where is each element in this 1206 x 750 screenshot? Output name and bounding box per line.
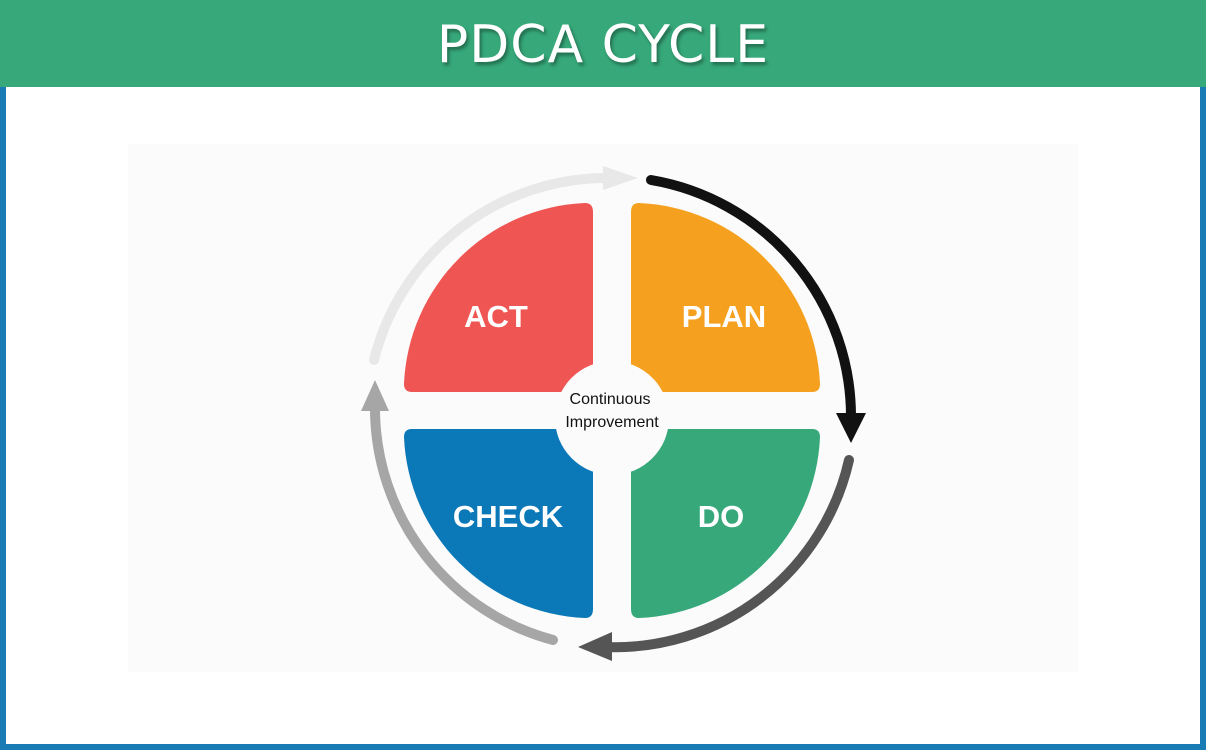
quadrant-plan (631, 203, 820, 392)
quadrant-label-act: ACT (464, 299, 528, 334)
arrow-act-to-plan-head (603, 166, 638, 190)
page-title: PDCA CYCLE (436, 14, 770, 75)
arrow-plan-to-do (646, 175, 857, 423)
arrow-check-to-act (370, 405, 558, 645)
arrow-plan-to-do-head (836, 413, 866, 443)
arrow-do-to-check (600, 455, 854, 653)
arrow-check-to-act-head (361, 380, 389, 411)
title-banner: PDCA CYCLE (0, 0, 1206, 87)
quadrant-label-plan: PLAN (682, 299, 766, 334)
quadrant-label-check: CHECK (453, 499, 564, 534)
center-label-line1: Continuous (570, 391, 651, 408)
quadrants (404, 203, 820, 618)
arrow-do-to-check-head (578, 632, 612, 661)
quadrant-act (404, 203, 593, 392)
quadrant-do (631, 429, 820, 618)
arrow-act-to-plan (369, 172, 617, 365)
quadrant-check (404, 429, 593, 618)
quadrant-label-do: DO (698, 499, 745, 534)
cycle-arrows (361, 166, 866, 661)
diagram-panel (128, 144, 1078, 672)
center-label-line2: Improvement (565, 414, 659, 431)
